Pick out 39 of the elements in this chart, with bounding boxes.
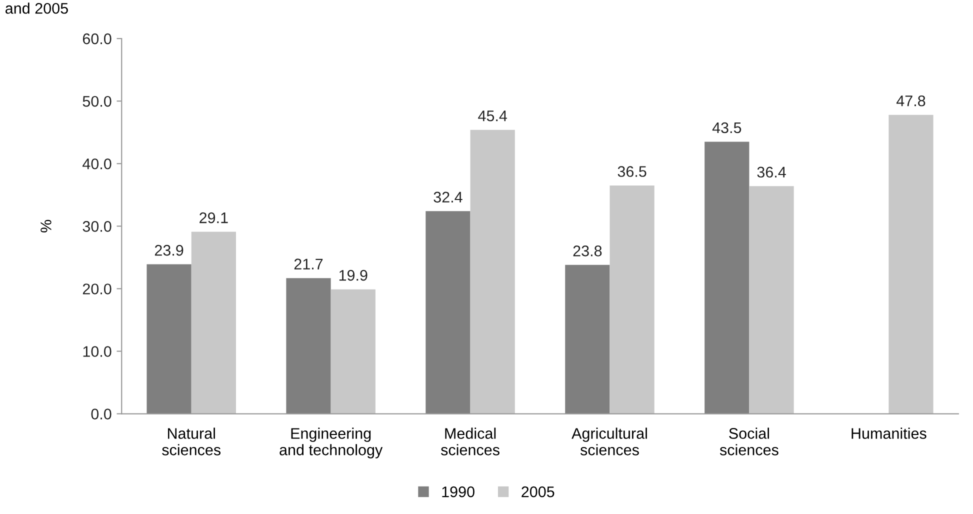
bar [565, 264, 610, 414]
data-label: 45.4 [478, 110, 508, 122]
bar [470, 130, 515, 414]
x-tick-label: Agricultural sciences [572, 428, 647, 456]
x-tick-label: Social sciences [720, 428, 778, 456]
y-tick-label: 10.0 [83, 346, 112, 357]
data-label: 43.5 [712, 122, 742, 134]
x-tick-label: Medical sciences [440, 428, 500, 456]
data-label: 36.5 [618, 166, 646, 177]
bar [426, 211, 470, 414]
bar [191, 232, 236, 414]
legend-label: 2005 [522, 486, 554, 498]
data-label: 19.9 [339, 270, 368, 281]
y-tick-label: 40.0 [82, 158, 112, 170]
x-tick-label: Humanities [852, 428, 926, 439]
y-tick-label: 50.0 [82, 96, 112, 107]
data-label: 29.1 [200, 212, 228, 224]
bar [330, 289, 376, 414]
bar [704, 142, 750, 414]
y-axis-title: % [40, 220, 52, 232]
y-tick-label: 0.0 [91, 408, 112, 420]
data-label: 21.7 [294, 258, 323, 270]
bar [888, 114, 934, 414]
data-label: 36.4 [757, 166, 786, 178]
data-label: 32.4 [434, 192, 462, 203]
legend-label: 1990 [442, 486, 474, 498]
chart-title: and 2005 [6, 2, 68, 14]
x-tick-label: Engineering and technology [280, 428, 383, 458]
bar [286, 278, 331, 414]
y-tick-label: 30.0 [82, 221, 112, 232]
data-label: 23.9 [154, 244, 184, 256]
data-label: 47.8 [896, 95, 926, 106]
data-label: 23.8 [573, 246, 602, 256]
bar [610, 186, 654, 414]
bar [146, 264, 192, 414]
x-tick-label: Natural sciences [162, 428, 221, 456]
y-tick-label: 60.0 [82, 33, 112, 44]
y-tick-label: 20.0 [82, 284, 112, 294]
bar [749, 186, 794, 414]
